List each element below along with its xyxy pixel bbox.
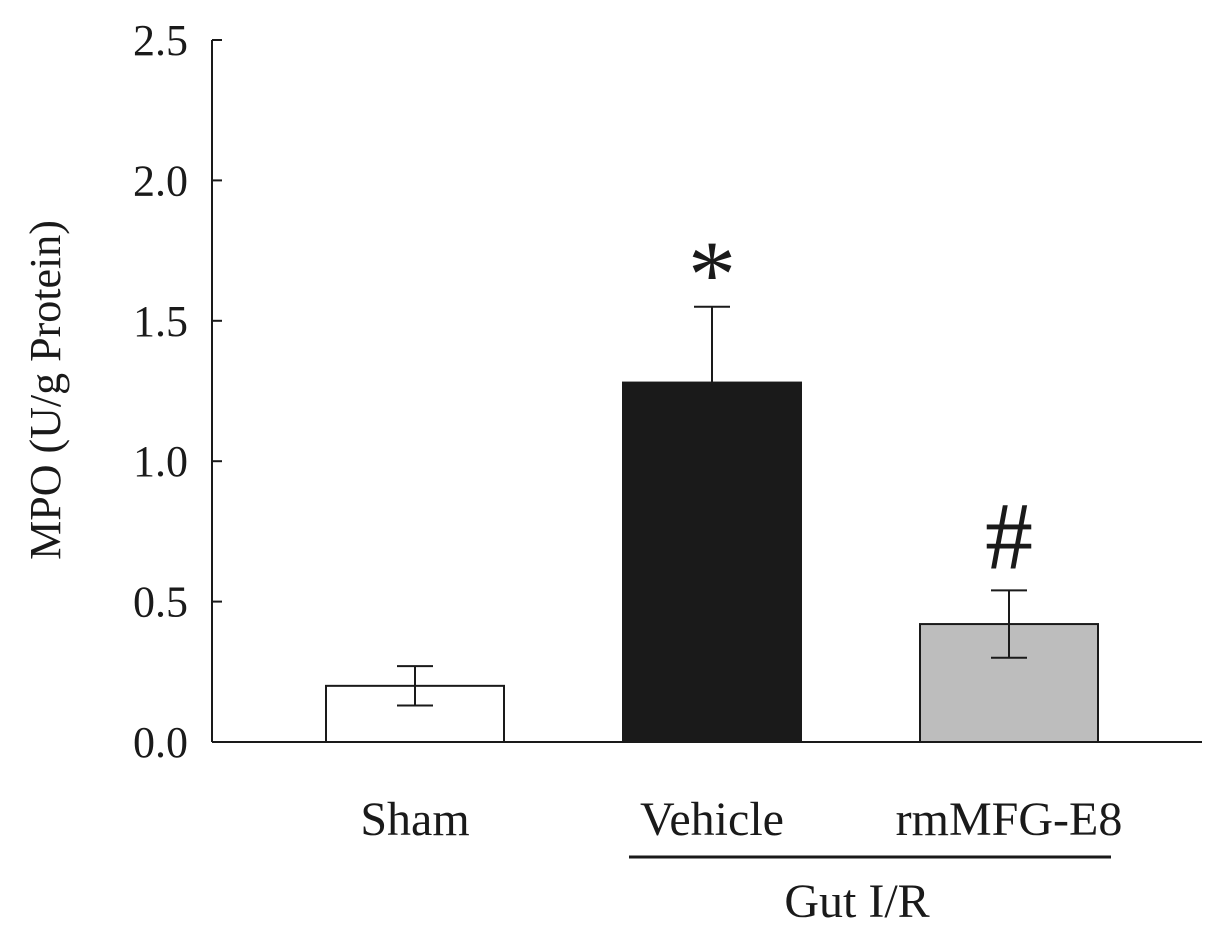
y-tick-label: 0.0 xyxy=(133,718,188,767)
x-category-label: Vehicle xyxy=(640,793,784,846)
y-tick-label: 0.5 xyxy=(133,578,188,627)
y-tick-label: 2.0 xyxy=(133,156,188,205)
significance-asterisk: * xyxy=(688,221,736,328)
y-axis: 0.0 0.5 1.0 1.5 2.0 2.5 xyxy=(133,16,1202,767)
x-category-label: rmMFG-E8 xyxy=(896,793,1123,846)
y-tick-label: 1.0 xyxy=(133,437,188,486)
x-axis-labels: Sham Vehicle rmMFG-E8 xyxy=(360,793,1122,846)
y-tick-label: 1.5 xyxy=(133,297,188,346)
bars: *# xyxy=(325,221,1099,744)
y-tick-label: 2.5 xyxy=(133,16,188,65)
significance-hash: # xyxy=(985,482,1033,589)
x-category-label: Sham xyxy=(360,793,469,846)
group-label: Gut I/R xyxy=(784,875,929,928)
y-axis-title: MPO (U/g Protein) xyxy=(21,220,70,560)
